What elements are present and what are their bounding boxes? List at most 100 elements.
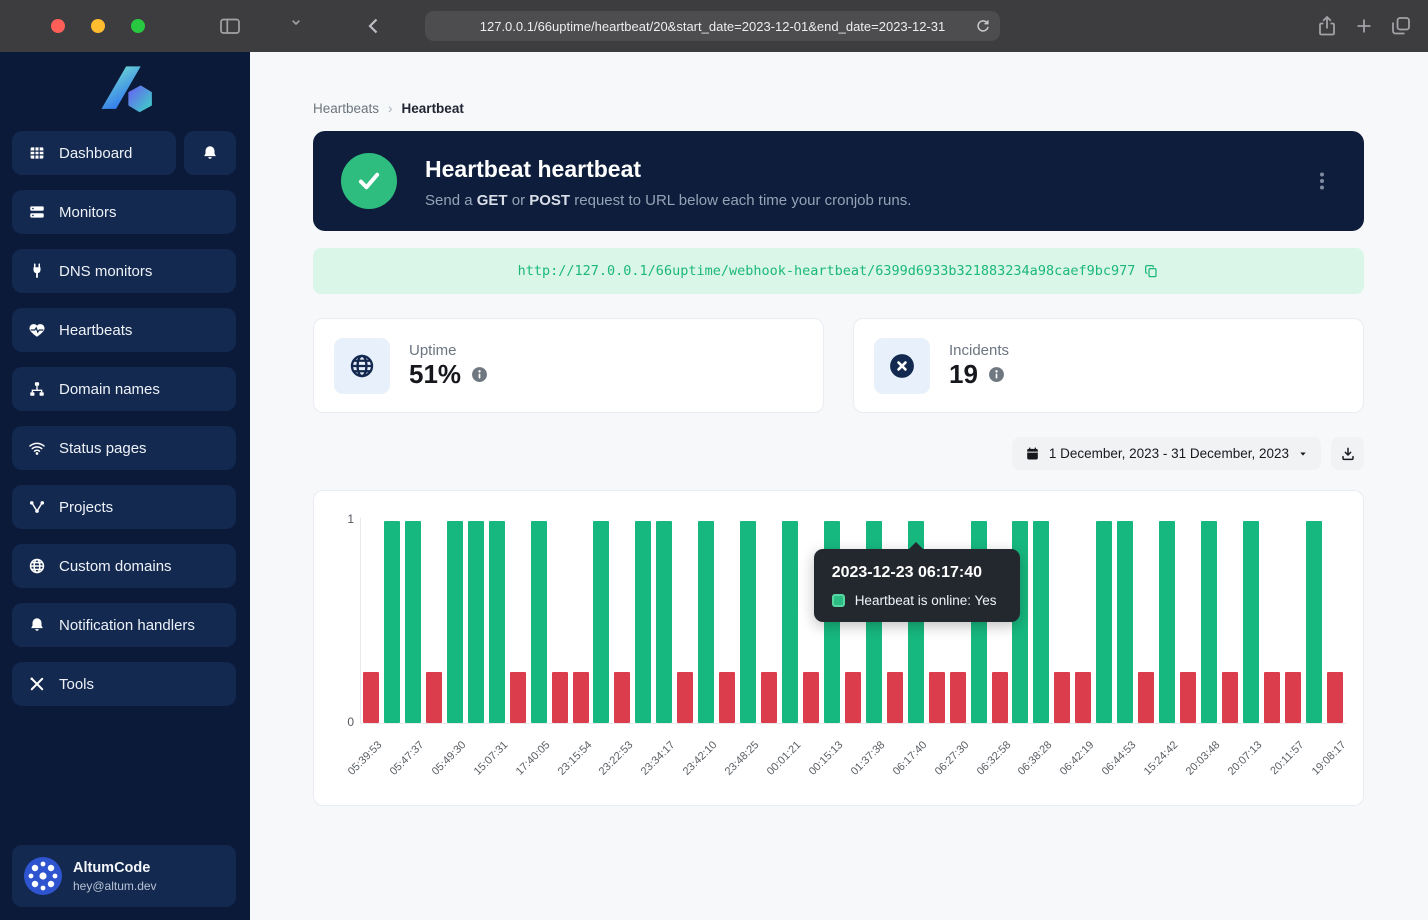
breadcrumb: Heartbeats › Heartbeat [313, 101, 464, 116]
sidebar-toggle-icon[interactable] [218, 14, 242, 38]
heartbeat-bar-offline[interactable] [677, 672, 694, 723]
sidebar-item-notification-handlers[interactable]: Notification handlers [12, 603, 236, 647]
heartbeat-bar-offline[interactable] [425, 672, 442, 723]
globe-icon [350, 354, 374, 377]
page-subtitle: Send a GET or POST request to URL below … [425, 192, 912, 209]
sidebar-item-heartbeats[interactable]: Heartbeats [12, 308, 236, 352]
heartbeat-bar-offline[interactable] [1075, 672, 1092, 723]
heartbeat-chart-card: 1 0 05:39:53 05:47:37 05:49:30 15:07:31 17:4… [313, 490, 1364, 806]
sidebar-item-label: Status pages [59, 439, 147, 457]
export-button[interactable] [1331, 437, 1364, 470]
new-tab-icon[interactable] [1352, 14, 1376, 38]
heartbeat-bar-online[interactable] [740, 521, 757, 723]
heartbeat-bar-online[interactable] [635, 521, 652, 723]
heartbeat-bar-offline[interactable] [1138, 672, 1155, 723]
sidebar-item-tools[interactable]: Tools [12, 662, 236, 706]
stat-value: 51% [409, 358, 462, 389]
breadcrumb-heartbeats-link[interactable]: Heartbeats [313, 101, 380, 116]
tools-icon [30, 677, 44, 691]
heartbeat-bar-online[interactable] [656, 521, 673, 723]
breadcrumb-separator: › [388, 101, 393, 116]
altumcode-logo [101, 66, 152, 113]
heartbeat-bar-offline[interactable] [949, 672, 966, 723]
tab-overview-icon[interactable] [1389, 14, 1413, 38]
y-axis-tick-max: 1 [347, 512, 354, 526]
sidebar-item-projects[interactable]: Projects [12, 485, 236, 529]
heartbeat-bar-online[interactable] [467, 521, 484, 723]
sidebar-item-label: Projects [59, 498, 114, 516]
sidebar-item-label: Custom domains [59, 557, 172, 575]
download-icon [1341, 447, 1354, 460]
heartbeat-bar-online[interactable] [1159, 521, 1176, 723]
sidebar-item-dns-monitors[interactable]: DNS monitors [12, 249, 236, 293]
share-icon[interactable] [1315, 14, 1339, 38]
heartbeat-hero-card: Heartbeat heartbeat Send a GET or POST r… [313, 131, 1364, 231]
heartbeat-bar-offline[interactable] [572, 672, 589, 723]
address-bar[interactable]: 127.0.0.1/66uptime/heartbeat/20&start_da… [425, 11, 1000, 41]
heartbeat-bar-offline[interactable] [802, 672, 819, 723]
heartbeat-bar-online[interactable] [530, 521, 547, 723]
heartbeat-bar-offline[interactable] [991, 672, 1008, 723]
window-minimize-button[interactable] [91, 19, 105, 33]
stat-label: Uptime [409, 341, 457, 359]
sidebar-item-domain-names[interactable]: Domain names [12, 367, 236, 411]
heartbeat-bar-offline[interactable] [1054, 672, 1071, 723]
heartbeat-bar-online[interactable] [1096, 521, 1113, 723]
sidebar-item-custom-domains[interactable]: Custom domains [12, 544, 236, 588]
heartbeat-bar-offline[interactable] [614, 672, 631, 723]
sidebar-item-monitors[interactable]: Monitors [12, 190, 236, 234]
breadcrumb-current: Heartbeat [401, 101, 464, 116]
tooltip-legend-swatch [831, 594, 845, 607]
heartbeat-bar-offline[interactable] [551, 672, 568, 723]
heartbeat-bar-offline[interactable] [509, 672, 526, 723]
heartbeat-bar-online[interactable] [593, 521, 610, 723]
user-name: AltumCode [73, 859, 151, 876]
grid-icon [30, 147, 44, 159]
stat-value: 19 [949, 358, 978, 389]
sidebar-item-label: DNS monitors [59, 262, 153, 280]
heartbeat-bar-online[interactable] [383, 521, 400, 723]
x-axis-line [360, 723, 1346, 724]
heartbeat-bar-offline[interactable] [844, 672, 861, 723]
heartbeat-bar-online[interactable] [782, 521, 798, 723]
heartbeat-bar-offline[interactable] [1180, 672, 1197, 723]
back-button[interactable] [362, 14, 386, 38]
heartbeat-bar-online[interactable] [404, 521, 421, 723]
heartbeat-bar-offline[interactable] [928, 672, 945, 723]
kebab-menu-icon[interactable] [1310, 169, 1334, 193]
reload-icon[interactable] [973, 16, 993, 36]
copy-icon[interactable] [1143, 263, 1159, 279]
sidebar-item-label: Notification handlers [59, 616, 195, 634]
heartbeat-bar-online[interactable] [1201, 521, 1217, 723]
date-range-picker[interactable]: 1 December, 2023 - 31 December, 2023 [1011, 437, 1321, 470]
heartbeat-bar-offline[interactable] [1263, 672, 1280, 723]
heartbeat-bar-online[interactable] [1305, 521, 1322, 723]
heartbeat-bar-offline[interactable] [761, 672, 778, 723]
heartbeat-bar-offline[interactable] [363, 672, 379, 723]
heartbeat-bar-online[interactable] [1242, 521, 1259, 723]
stat-icon-tile [334, 337, 390, 394]
heartbeat-bar-offline[interactable] [719, 672, 736, 723]
heartbeat-bar-offline[interactable] [1284, 672, 1301, 723]
user-card[interactable]: AltumCode hey@altum.dev [12, 845, 236, 907]
info-icon[interactable] [988, 366, 1005, 383]
heartbeat-bar-online[interactable] [1033, 521, 1050, 723]
heartbeat-bar-online[interactable] [446, 521, 463, 723]
sidebar-item-dashboard[interactable]: Dashboard [12, 131, 176, 175]
heartbeat-bar-online[interactable] [488, 521, 505, 723]
url-text: 127.0.0.1/66uptime/heartbeat/20&start_da… [479, 18, 946, 34]
heartbeat-bar-offline[interactable] [1221, 672, 1238, 723]
heartbeat-bar-offline[interactable] [1326, 672, 1343, 723]
heartbeat-bar-offline[interactable] [886, 672, 903, 723]
heartbeat-bar-online[interactable] [1117, 521, 1134, 723]
heartbeat-bar-online[interactable] [698, 521, 715, 723]
window-close-button[interactable] [51, 19, 65, 33]
sidebar-menu: Dashboard Monitors DNS monitors Heartbeats D… [12, 131, 236, 721]
chevron-down-icon[interactable] [288, 14, 304, 38]
sidebar-item-status-pages[interactable]: Status pages [12, 426, 236, 470]
info-icon[interactable] [471, 366, 488, 383]
chart-tooltip: 2023-12-23 06:17:40 Heartbeat is online:… [813, 542, 1020, 622]
user-email: hey@altum.dev [73, 878, 157, 893]
notification-bell-button[interactable] [184, 131, 236, 175]
window-zoom-button[interactable] [131, 19, 145, 33]
